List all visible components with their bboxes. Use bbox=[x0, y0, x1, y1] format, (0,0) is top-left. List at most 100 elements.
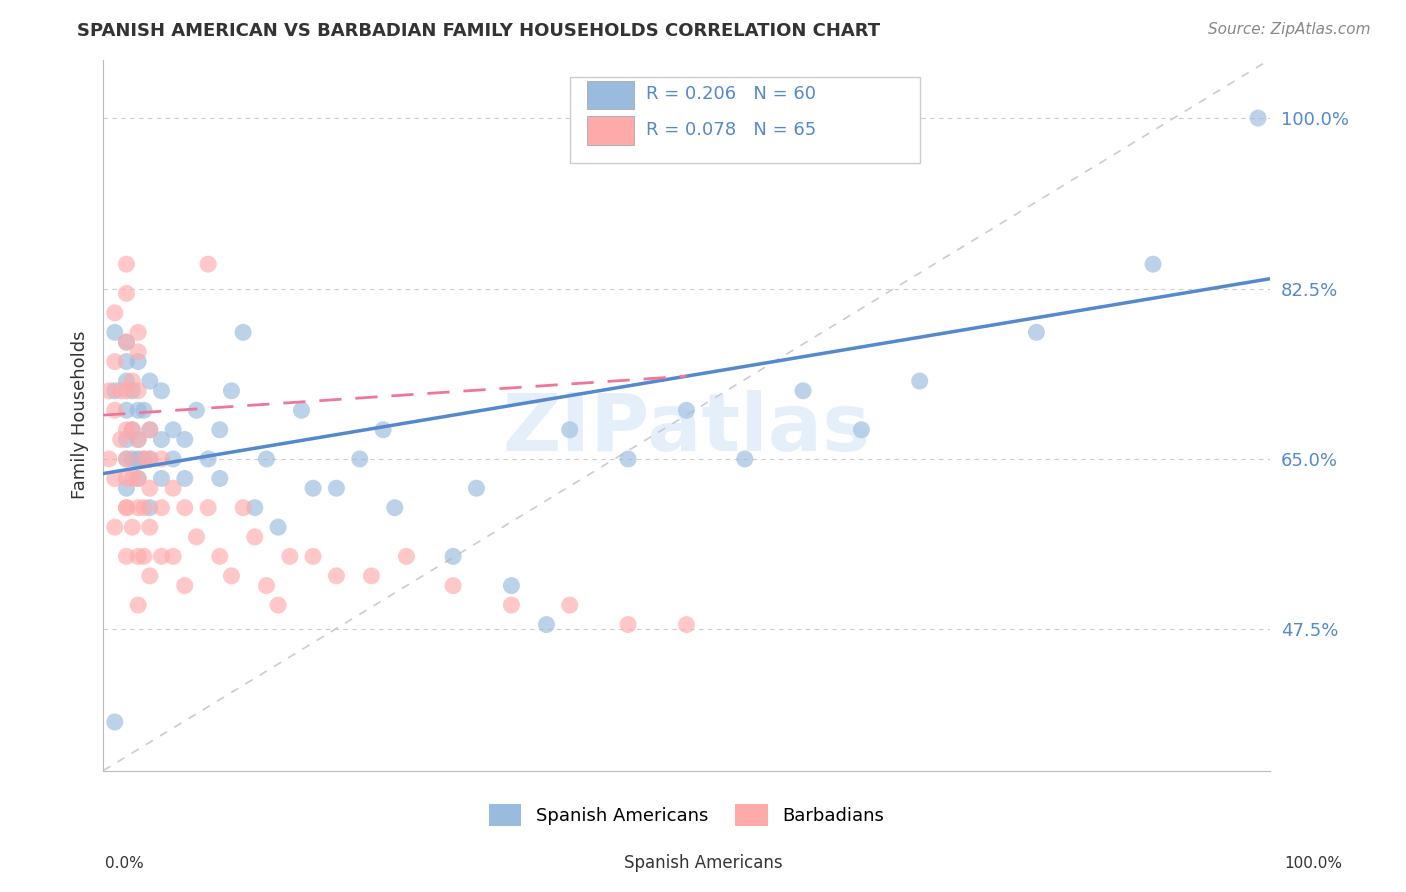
Point bbox=[115, 500, 138, 515]
Point bbox=[110, 433, 132, 447]
Point bbox=[256, 579, 278, 593]
Legend: Spanish Americans, Barbadians: Spanish Americans, Barbadians bbox=[489, 804, 884, 826]
Point bbox=[256, 452, 278, 467]
Point bbox=[121, 374, 143, 388]
Point bbox=[115, 403, 138, 417]
Point bbox=[121, 452, 143, 467]
Point bbox=[97, 452, 120, 467]
Point bbox=[221, 384, 243, 398]
Point bbox=[243, 500, 266, 515]
Point bbox=[908, 374, 931, 388]
Point bbox=[441, 579, 464, 593]
Point bbox=[290, 403, 312, 417]
Point bbox=[115, 335, 138, 350]
Point bbox=[127, 403, 149, 417]
Point bbox=[115, 384, 138, 398]
Point bbox=[186, 403, 208, 417]
Point bbox=[132, 500, 155, 515]
Point bbox=[208, 423, 231, 437]
Point bbox=[208, 549, 231, 564]
Point bbox=[162, 452, 184, 467]
Point bbox=[132, 549, 155, 564]
Point bbox=[150, 452, 173, 467]
Point bbox=[536, 617, 558, 632]
Point bbox=[121, 423, 143, 437]
Point bbox=[1142, 257, 1164, 271]
Text: 0.0%: 0.0% bbox=[105, 856, 145, 871]
Point bbox=[162, 481, 184, 495]
Point bbox=[243, 530, 266, 544]
Point bbox=[115, 257, 138, 271]
Point bbox=[360, 569, 382, 583]
Point bbox=[115, 452, 138, 467]
Point bbox=[127, 598, 149, 612]
Point bbox=[139, 423, 162, 437]
Point bbox=[150, 549, 173, 564]
Point bbox=[127, 549, 149, 564]
Point bbox=[395, 549, 418, 564]
FancyBboxPatch shape bbox=[588, 81, 634, 110]
Point bbox=[501, 579, 523, 593]
Point bbox=[150, 384, 173, 398]
Point bbox=[465, 481, 488, 495]
Point bbox=[97, 384, 120, 398]
Point bbox=[115, 549, 138, 564]
Point bbox=[173, 579, 195, 593]
Point bbox=[115, 471, 138, 485]
Point bbox=[132, 452, 155, 467]
Point bbox=[792, 384, 814, 398]
Point bbox=[121, 520, 143, 534]
Point bbox=[173, 433, 195, 447]
Point bbox=[110, 384, 132, 398]
Point bbox=[173, 500, 195, 515]
Point bbox=[617, 452, 640, 467]
Point bbox=[104, 326, 127, 340]
Point bbox=[104, 403, 127, 417]
Point bbox=[139, 481, 162, 495]
Point bbox=[127, 452, 149, 467]
Point bbox=[558, 423, 581, 437]
Point bbox=[734, 452, 756, 467]
Point bbox=[127, 433, 149, 447]
Point bbox=[675, 403, 697, 417]
Point bbox=[302, 549, 325, 564]
Point bbox=[127, 471, 149, 485]
Y-axis label: Family Households: Family Households bbox=[72, 331, 89, 500]
Point bbox=[1247, 111, 1270, 125]
Point bbox=[232, 326, 254, 340]
Point bbox=[267, 598, 290, 612]
Point bbox=[558, 598, 581, 612]
Point bbox=[104, 520, 127, 534]
Point bbox=[121, 471, 143, 485]
Text: R = 0.206   N = 60: R = 0.206 N = 60 bbox=[645, 86, 815, 103]
Point bbox=[139, 423, 162, 437]
Point bbox=[278, 549, 301, 564]
Point bbox=[127, 344, 149, 359]
Point bbox=[617, 617, 640, 632]
Text: ZIPatlas: ZIPatlas bbox=[502, 391, 870, 468]
Point bbox=[162, 423, 184, 437]
Point bbox=[162, 549, 184, 564]
Point bbox=[115, 335, 138, 350]
Point bbox=[150, 500, 173, 515]
Text: R = 0.078   N = 65: R = 0.078 N = 65 bbox=[645, 121, 815, 139]
Point bbox=[104, 714, 127, 729]
Point bbox=[1025, 326, 1047, 340]
Point bbox=[115, 452, 138, 467]
Point bbox=[349, 452, 371, 467]
Text: Spanish Americans: Spanish Americans bbox=[624, 854, 782, 871]
Point bbox=[139, 452, 162, 467]
Point bbox=[197, 500, 219, 515]
FancyBboxPatch shape bbox=[569, 78, 920, 162]
Point bbox=[127, 326, 149, 340]
Point bbox=[384, 500, 406, 515]
Point bbox=[127, 471, 149, 485]
Text: Source: ZipAtlas.com: Source: ZipAtlas.com bbox=[1208, 22, 1371, 37]
Point bbox=[132, 452, 155, 467]
Point bbox=[127, 433, 149, 447]
Point bbox=[127, 354, 149, 368]
Text: 100.0%: 100.0% bbox=[1285, 856, 1343, 871]
Point bbox=[121, 423, 143, 437]
Point bbox=[221, 569, 243, 583]
FancyBboxPatch shape bbox=[588, 117, 634, 145]
